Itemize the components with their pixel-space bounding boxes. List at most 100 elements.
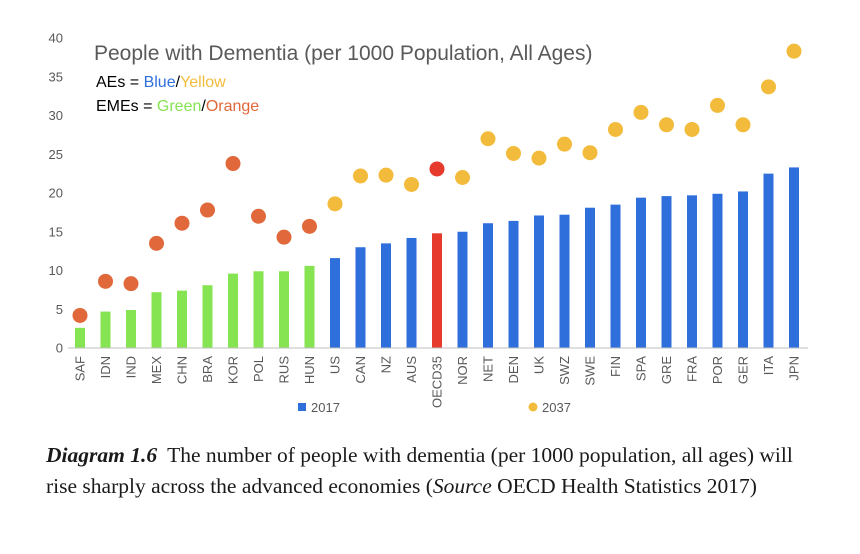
x-tick-label-saf: SAF [73,356,88,381]
x-tick-label-nor: NOR [455,356,470,385]
x-tick-label-ind: IND [124,356,139,378]
x-tick-label-chn: CHN [175,356,190,384]
legend-2037-swatch [528,402,538,412]
dot-2037-ita [761,79,776,95]
caption-source-word: Source [432,474,492,498]
y-tick-label: 5 [56,302,63,317]
legend: 2017 2037 [298,400,571,415]
x-tick-label-pol: POL [251,356,266,382]
dot-2037-gre [659,117,674,133]
y-tick-label: 40 [49,31,63,46]
y-tick-label: 20 [49,186,63,201]
dot-2037-net [480,131,496,147]
bar-2017-fin [610,204,621,348]
dementia-chart: 0 5 10 15 20 25 30 35 40 SAF IDN IND MEX CHN BRA KOR PO… [49,31,808,415]
dot-2037-can [353,168,368,184]
x-tick-label-ger: GER [736,356,751,384]
x-tick-label-por: POR [710,356,725,384]
dot-2037-rus [276,229,292,245]
bar-2017-swz [559,214,570,348]
dot-2037-uk [531,150,547,166]
bar-2017-fra [687,195,697,348]
dot-2037-spa [633,104,649,120]
y-tick-label: 10 [49,263,63,278]
bar-2017-kor [228,273,238,348]
bar-2017-ita [763,173,774,348]
bar-2017-saf [75,327,85,348]
x-tick-label-bra: BRA [200,356,215,383]
bar-2017-can [355,247,366,348]
bar-2017-hun [304,265,315,348]
caption-text: The number of people with dementia (per … [46,443,793,498]
bar-2017-rus [279,271,289,348]
eme-color-note: EMEs = Green/Orange [96,98,259,115]
x-tick-label-swe: SWE [583,356,598,386]
dot-2037-fra [684,121,700,137]
bar-2017-ind [126,310,136,348]
x-tick-label-can: CAN [353,356,368,383]
x-tick-label-ita: ITA [761,356,776,376]
legend-2037-label: 2037 [542,400,571,415]
x-tick-label-us: US [328,356,343,374]
x-tick-label-aus: AUS [404,356,419,383]
ae-color-note: AEs = Blue/Yellow [96,74,226,91]
x-tick-label-oecd35: OECD35 [430,356,445,408]
dot-2037-hun [302,218,317,234]
bar-2017-por [712,193,723,348]
dot-2037-kor [225,156,241,172]
x-tick-label-den: DEN [506,356,521,383]
bar-2017-us [330,258,340,348]
legend-2017-swatch [298,403,306,411]
x-tick-label-swz: SWZ [557,356,572,385]
bar-2017-pol [253,271,264,348]
dot-2037-swe [582,145,598,161]
bar-2017-mex [151,292,162,348]
dot-2037-oecd35 [429,161,445,177]
x-tick-label-spa: SPA [634,356,649,381]
dot-2037-us [327,196,343,212]
dot-2037-nor [455,170,470,185]
x-tick-label-fin: FIN [608,356,623,377]
x-tick-label-nz: NZ [379,356,394,373]
bar-2017-spa [636,197,646,348]
dot-2037-pol [251,208,266,224]
y-tick-label: 15 [49,224,63,239]
bar-2017-gre [661,196,672,348]
chart-title: People with Dementia (per 1000 Populatio… [94,42,592,65]
bar-2017-swe [585,207,595,348]
dot-2037-jpn [786,43,802,59]
bar-2017-net [483,223,493,348]
bar-2017-idn [100,311,111,348]
x-tick-label-fra: FRA [685,356,700,382]
dot-2037-ger [735,117,751,133]
caption-label: Diagram 1.6 [46,443,158,467]
bar-2017-nz [381,243,391,348]
legend-2017-label: 2017 [311,400,340,415]
dot-2037-den [506,145,521,161]
figure-caption: Diagram 1.6 The number of people with dem… [46,440,816,502]
y-tick-label: 25 [49,147,63,162]
dot-2037-fin [608,121,623,137]
y-tick-label: 0 [56,341,63,356]
x-tick-label-jpn: JPN [787,356,802,381]
caption-source-text: OECD Health Statistics 2017) [491,474,757,498]
x-axis-labels: SAF IDN IND MEX CHN BRA KOR POL RUS HUN US CAN NZ AUS… [73,356,802,408]
dot-2037-ind [123,276,139,292]
dot-2037-chn [174,215,190,231]
bar-series-2017 [75,167,799,348]
x-tick-label-idn: IDN [98,356,113,378]
bar-2017-ger [738,191,748,348]
x-tick-label-hun: HUN [302,356,317,384]
bar-2017-chn [177,290,187,348]
y-tick-label: 35 [49,69,63,84]
x-tick-label-net: NET [481,356,496,382]
x-tick-label-kor: KOR [226,356,241,384]
bar-2017-nor [457,231,468,348]
dot-2037-mex [149,235,164,251]
y-axis: 0 5 10 15 20 25 30 35 40 [49,31,63,356]
bar-2017-den [508,220,519,348]
bar-2017-aus [406,237,417,348]
x-tick-label-uk: UK [532,356,547,374]
x-tick-label-mex: MEX [149,356,164,385]
dot-2037-aus [404,176,419,192]
